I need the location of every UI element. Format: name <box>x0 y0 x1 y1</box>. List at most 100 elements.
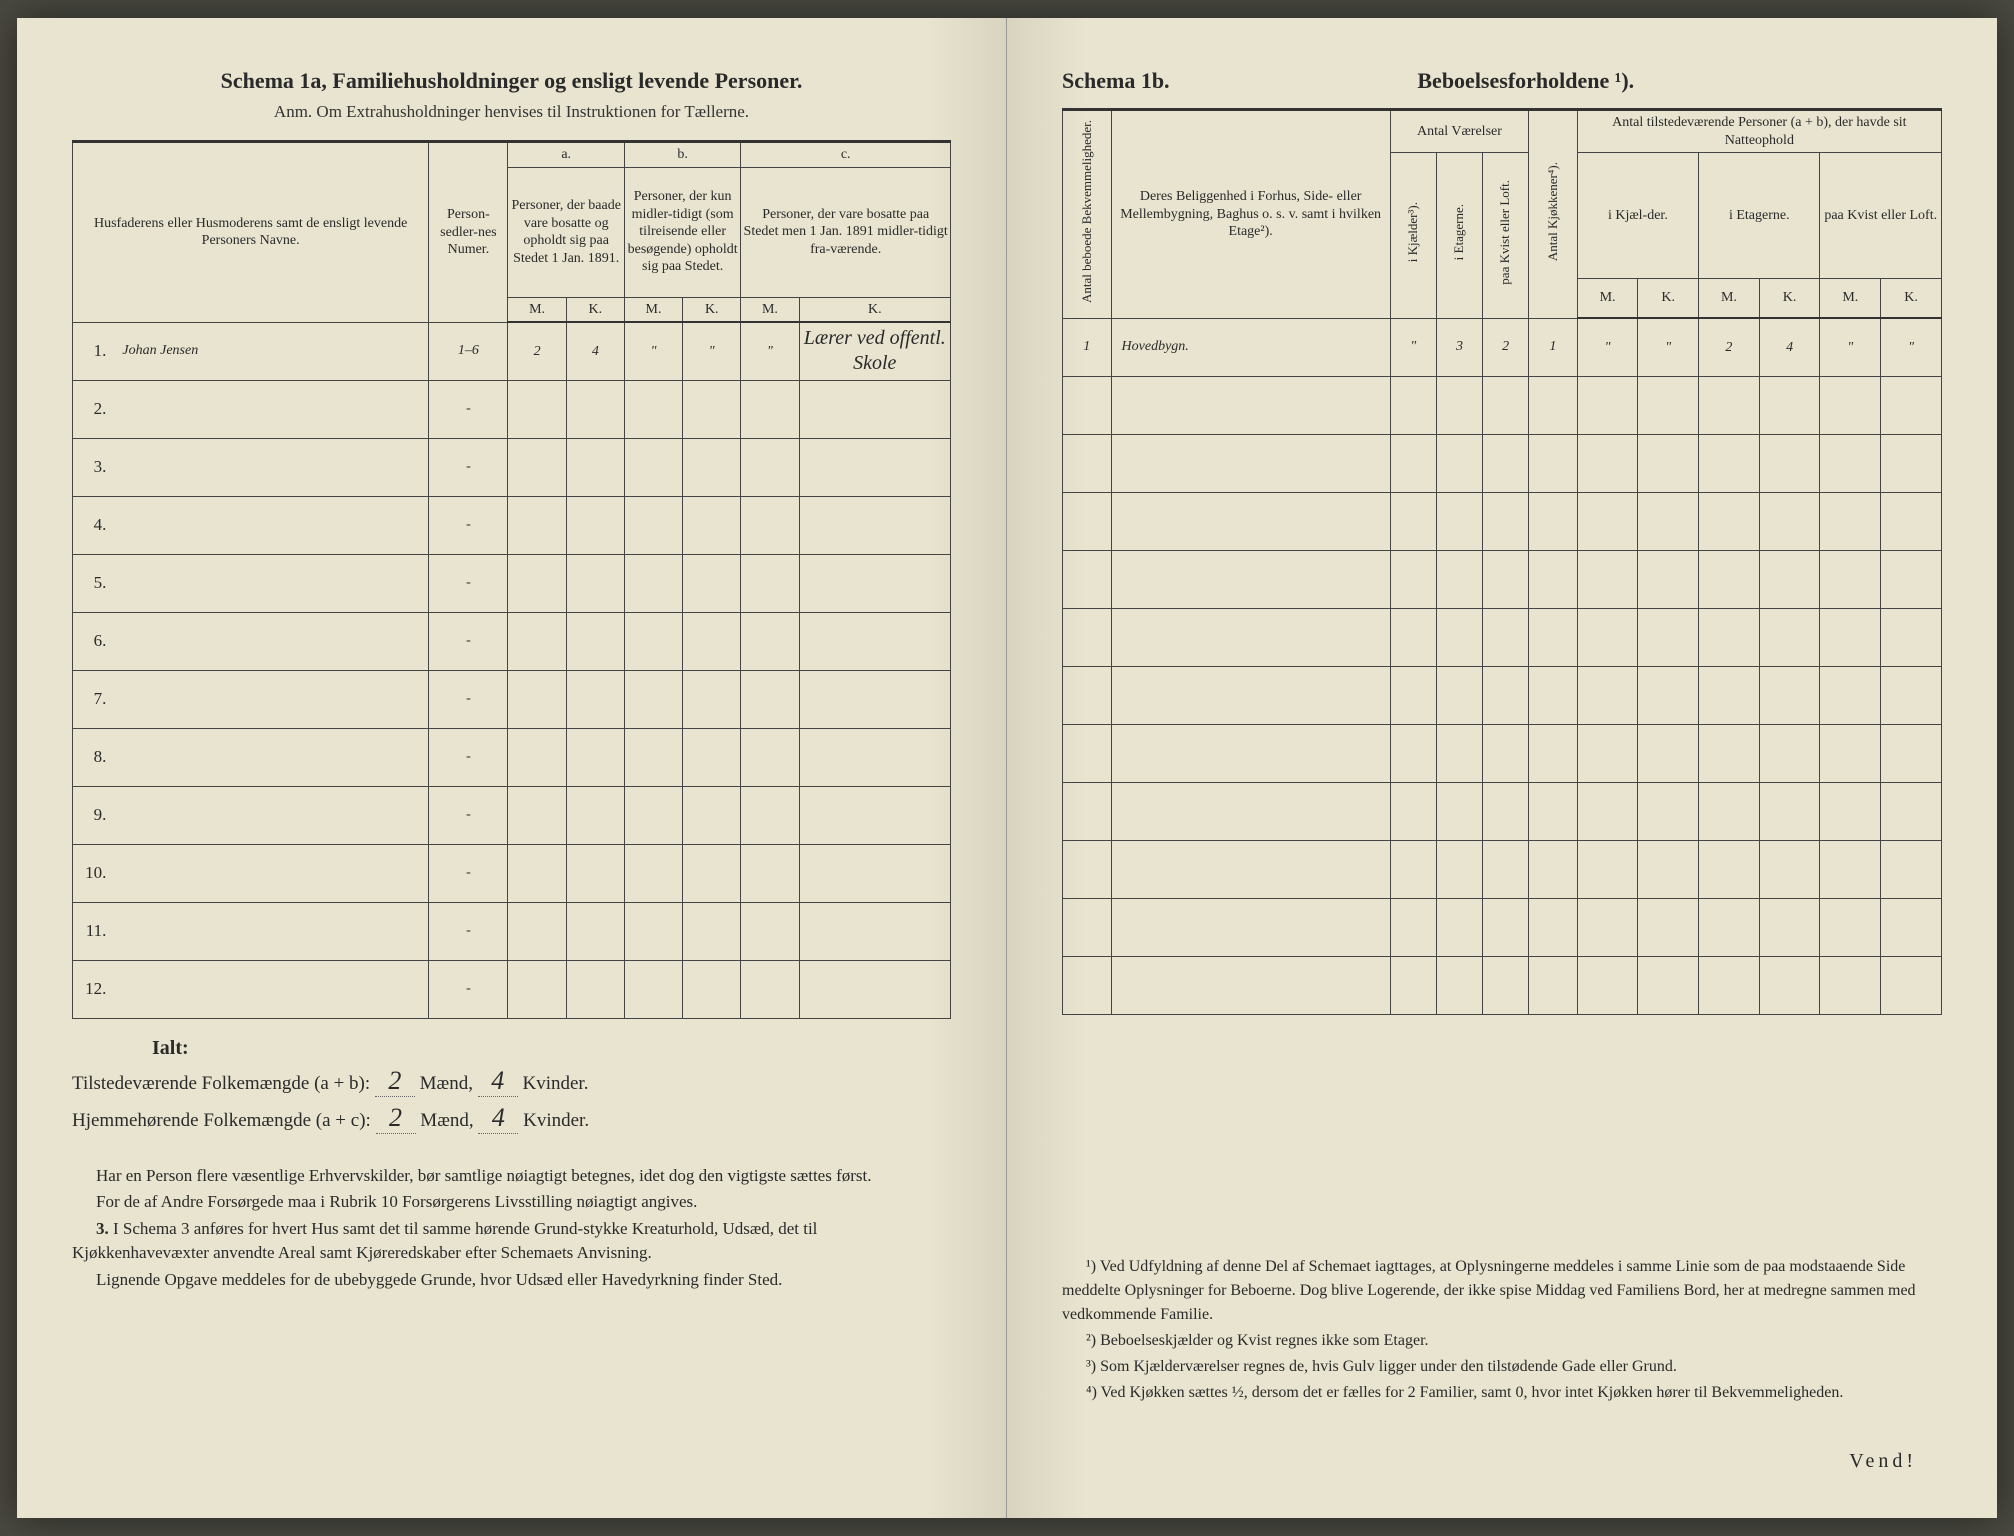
cell-pkjK <box>1638 492 1699 550</box>
maend-label: Mænd, <box>420 1073 473 1094</box>
table-row <box>1063 898 1942 956</box>
schema-1b-label: Schema 1b. <box>1062 68 1170 94</box>
cell-petK <box>1759 840 1820 898</box>
cell-bK <box>683 902 741 960</box>
cell-loc: Hovedbygn. <box>1111 318 1390 376</box>
cell-petM <box>1699 376 1760 434</box>
cell-persnum: - <box>429 496 508 554</box>
cell-bek <box>1063 376 1112 434</box>
table-row <box>1063 956 1942 1014</box>
cell-pkjM <box>1577 956 1638 1014</box>
cell-kj <box>1390 376 1436 434</box>
cell-bM <box>624 438 682 496</box>
cell-pkvK <box>1881 492 1942 550</box>
cell-bK <box>683 728 741 786</box>
table-row: 1.Johan Jensen1–624"""Lærer ved offentl.… <box>73 322 951 380</box>
cell-aK: 4 <box>566 322 624 380</box>
cell-pkvM <box>1820 898 1881 956</box>
cell-persnum: - <box>429 670 508 728</box>
cell-loc <box>1111 492 1390 550</box>
cell-pkjM <box>1577 898 1638 956</box>
cell-pkjK <box>1638 550 1699 608</box>
cell-cK <box>799 960 950 1018</box>
hdr-p-kj: i Kjæl-der. <box>1577 153 1698 279</box>
cell-loc <box>1111 898 1390 956</box>
cell-name <box>114 728 428 786</box>
cell-aK <box>566 844 624 902</box>
note-2: For de af Andre Forsørgede maa i Rubrik … <box>72 1190 951 1215</box>
cell-pkvM <box>1820 782 1881 840</box>
cell-name <box>114 960 428 1018</box>
cell-kjok <box>1529 608 1578 666</box>
hjemme-k: 4 <box>478 1103 518 1134</box>
cell-cK <box>799 844 950 902</box>
cell-bK <box>683 554 741 612</box>
cell-aM <box>508 554 566 612</box>
cell-kv <box>1483 376 1529 434</box>
table-row: 4. - <box>73 496 951 554</box>
hdr-pet-K: K. <box>1759 279 1820 318</box>
cell-pkvK <box>1881 608 1942 666</box>
ialt-label: Ialt: <box>152 1037 189 1060</box>
cell-kjok <box>1529 898 1578 956</box>
row-num: 8. <box>73 728 115 786</box>
table-row <box>1063 840 1942 898</box>
cell-kjok <box>1529 550 1578 608</box>
hdr-c-label: c. <box>741 142 951 168</box>
footnote-3: ³) Som Kjælderværelser regnes de, hvis G… <box>1062 1355 1942 1379</box>
row-num: 6. <box>73 612 115 670</box>
schema-1a-title: Schema 1a, Familiehusholdninger og ensli… <box>72 68 951 94</box>
cell-bK <box>683 438 741 496</box>
cell-cK <box>799 902 950 960</box>
cell-kjok <box>1529 956 1578 1014</box>
cell-cK <box>799 438 950 496</box>
cell-petK <box>1759 550 1820 608</box>
cell-petM <box>1699 782 1760 840</box>
cell-name <box>114 786 428 844</box>
cell-cK <box>799 380 950 438</box>
cell-petK <box>1759 434 1820 492</box>
cell-et <box>1436 492 1482 550</box>
hdr-antal-pers: Antal tilstedeværende Personer (a + b), … <box>1577 110 1941 153</box>
page-left: Schema 1a, Familiehusholdninger og ensli… <box>17 18 1007 1518</box>
cell-et <box>1436 376 1482 434</box>
cell-aK <box>566 438 624 496</box>
cell-loc <box>1111 550 1390 608</box>
cell-pkvM <box>1820 434 1881 492</box>
cell-bM <box>624 902 682 960</box>
table-row: 12.- <box>73 960 951 1018</box>
cell-et <box>1436 608 1482 666</box>
cell-cM <box>741 670 799 728</box>
note-4: Lignende Opgave meddeles for de ubebygge… <box>72 1268 951 1293</box>
cell-petM <box>1699 434 1760 492</box>
kvinder-label-2: Kvinder. <box>523 1110 589 1131</box>
row-num: 9. <box>73 786 115 844</box>
row-num: 4. <box>73 496 115 554</box>
cell-bek <box>1063 492 1112 550</box>
hdr-bekvem-text: Antal beboede Bekvemmeligheder. <box>1077 114 1097 309</box>
row-num: 12. <box>73 960 115 1018</box>
footnote-4: ⁴) Ved Kjøkken sættes ½, dersom det er f… <box>1062 1381 1942 1405</box>
cell-bM <box>624 380 682 438</box>
hdr-v-kv-text: paa Kvist eller Loft. <box>1495 174 1515 291</box>
cell-pkvM <box>1820 724 1881 782</box>
footnote-2: ²) Beboelseskjælder og Kvist regnes ikke… <box>1062 1329 1942 1353</box>
cell-pkjK <box>1638 434 1699 492</box>
hjemme-line: Hjemmehørende Folkemængde (a + c): 2 Mæn… <box>72 1103 951 1134</box>
cell-persnum: - <box>429 728 508 786</box>
cell-cK <box>799 554 950 612</box>
cell-bK <box>683 844 741 902</box>
hdr-c-M: M. <box>741 297 799 322</box>
cell-persnum: - <box>429 786 508 844</box>
hdr-v-et-text: i Etagerne. <box>1449 198 1469 266</box>
table-1b: Antal beboede Bekvemmeligheder. Deres Be… <box>1062 108 1942 1015</box>
cell-kj <box>1390 608 1436 666</box>
cell-name <box>114 902 428 960</box>
footnote-1: ¹) Ved Udfyldning af denne Del af Schema… <box>1062 1255 1942 1327</box>
row-num: 2. <box>73 380 115 438</box>
tilstede-k: 4 <box>478 1066 518 1097</box>
hdr-v-et: i Etagerne. <box>1436 153 1482 319</box>
cell-petK <box>1759 376 1820 434</box>
cell-kv <box>1483 550 1529 608</box>
cell-loc <box>1111 956 1390 1014</box>
